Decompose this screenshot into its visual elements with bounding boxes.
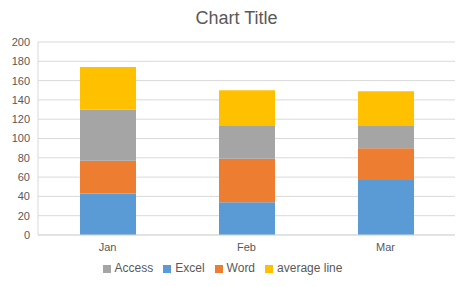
html-text:Word: Word (226, 261, 255, 275)
svg-text:20: 20 (18, 210, 30, 222)
svg-text:100: 100 (12, 132, 30, 144)
svg-text:Feb: Feb (237, 241, 256, 253)
svg-text:80: 80 (18, 152, 30, 164)
svg-text:200: 200 (12, 36, 30, 48)
svg-text:Jan: Jan (99, 241, 117, 253)
svg-text:140: 140 (12, 94, 30, 106)
html-text:average line: average line (277, 261, 343, 275)
svg-text:120: 120 (12, 113, 30, 125)
svg-text:180: 180 (12, 55, 30, 67)
svg-text:40: 40 (18, 190, 30, 202)
svg-text:60: 60 (18, 171, 30, 183)
svg-text:0: 0 (24, 229, 30, 241)
html-text:Access: Access (114, 261, 154, 275)
html-text:Chart Title: Chart Title (195, 8, 278, 28)
svg-text:Mar: Mar (376, 241, 395, 253)
html-text:Excel: Excel (175, 261, 205, 275)
svg-text:160: 160 (12, 75, 30, 87)
